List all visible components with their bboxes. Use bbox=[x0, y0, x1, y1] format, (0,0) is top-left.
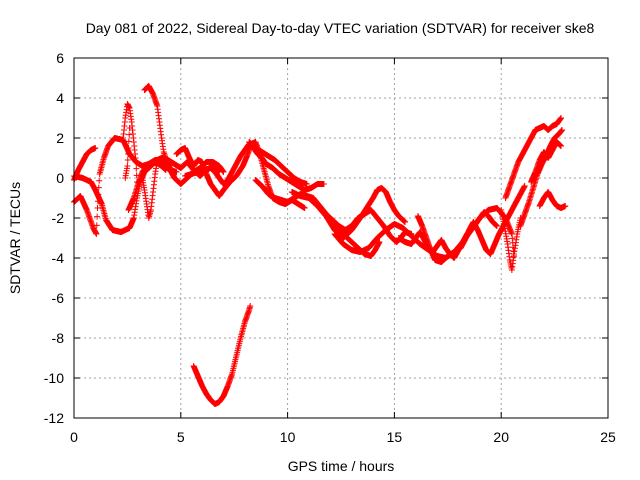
data-point bbox=[96, 177, 103, 184]
series-track-5 bbox=[122, 125, 133, 181]
series-track-21 bbox=[536, 189, 569, 211]
x-tick-label: 10 bbox=[280, 429, 296, 445]
data-point bbox=[124, 163, 131, 169]
series-track-22 bbox=[498, 207, 524, 273]
data-point bbox=[124, 157, 131, 163]
x-tick-label: 25 bbox=[600, 429, 616, 445]
data-point bbox=[493, 223, 500, 229]
data-point bbox=[94, 205, 101, 211]
data-point bbox=[92, 145, 99, 151]
data-point bbox=[220, 169, 227, 175]
data-point bbox=[93, 231, 100, 237]
series-track-2 bbox=[71, 145, 99, 183]
y-tick-label: -8 bbox=[52, 330, 65, 346]
y-tick-label: -6 bbox=[52, 290, 65, 306]
data-point bbox=[247, 303, 254, 309]
series-track-17 bbox=[414, 183, 528, 265]
x-tick-label: 5 bbox=[177, 429, 185, 445]
data-point bbox=[517, 215, 524, 221]
data-point bbox=[94, 213, 101, 220]
data-marks bbox=[71, 83, 569, 407]
series-track-14 bbox=[303, 193, 415, 245]
series-track-18 bbox=[502, 115, 565, 201]
grid bbox=[74, 58, 608, 418]
data-point bbox=[558, 143, 565, 149]
y-tick-label: -10 bbox=[44, 370, 64, 386]
data-point bbox=[559, 127, 566, 133]
x-tick-label: 15 bbox=[387, 429, 403, 445]
series-track-11 bbox=[246, 139, 310, 187]
y-tick-label: 6 bbox=[56, 50, 64, 66]
data-point bbox=[558, 115, 565, 121]
data-point bbox=[132, 159, 139, 165]
plot-frame bbox=[73, 57, 609, 419]
data-point bbox=[133, 165, 140, 172]
y-axis-label: SDTVAR / TECUs bbox=[7, 182, 23, 294]
data-point bbox=[562, 203, 569, 209]
data-point bbox=[125, 145, 132, 151]
data-point bbox=[125, 138, 132, 145]
data-point bbox=[126, 131, 133, 138]
data-point bbox=[402, 219, 409, 225]
y-tick-label: -4 bbox=[52, 250, 65, 266]
data-point bbox=[301, 205, 308, 211]
x-tick-label: 0 bbox=[70, 429, 78, 445]
data-point bbox=[521, 183, 528, 189]
data-point bbox=[126, 125, 133, 131]
data-point bbox=[125, 151, 132, 157]
data-point bbox=[320, 181, 327, 187]
data-point bbox=[303, 181, 310, 187]
series-track-23 bbox=[190, 303, 254, 407]
series-track-20 bbox=[528, 139, 565, 185]
y-tick-label: -2 bbox=[52, 210, 65, 226]
axis-ticks: 0 5 10 15 20 25 -12 -10 -8 -6 -4 -2 0 2 4 6 bbox=[44, 50, 616, 445]
y-tick-label: 4 bbox=[56, 90, 64, 106]
y-tick-label: 0 bbox=[56, 170, 64, 186]
data-point bbox=[376, 239, 383, 245]
series-track-10 bbox=[182, 141, 327, 193]
data-point bbox=[93, 222, 100, 229]
y-tick-label: -12 bbox=[44, 410, 64, 426]
x-axis-label: GPS time / hours bbox=[288, 458, 395, 474]
x-tick-label: 20 bbox=[493, 429, 509, 445]
chart-title: Day 081 of 2022, Sidereal Day-to-day VTE… bbox=[86, 20, 595, 36]
y-tick-label: 2 bbox=[56, 130, 64, 146]
